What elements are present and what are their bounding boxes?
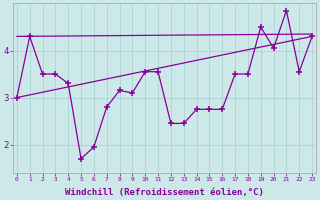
X-axis label: Windchill (Refroidissement éolien,°C): Windchill (Refroidissement éolien,°C) [65, 188, 264, 197]
